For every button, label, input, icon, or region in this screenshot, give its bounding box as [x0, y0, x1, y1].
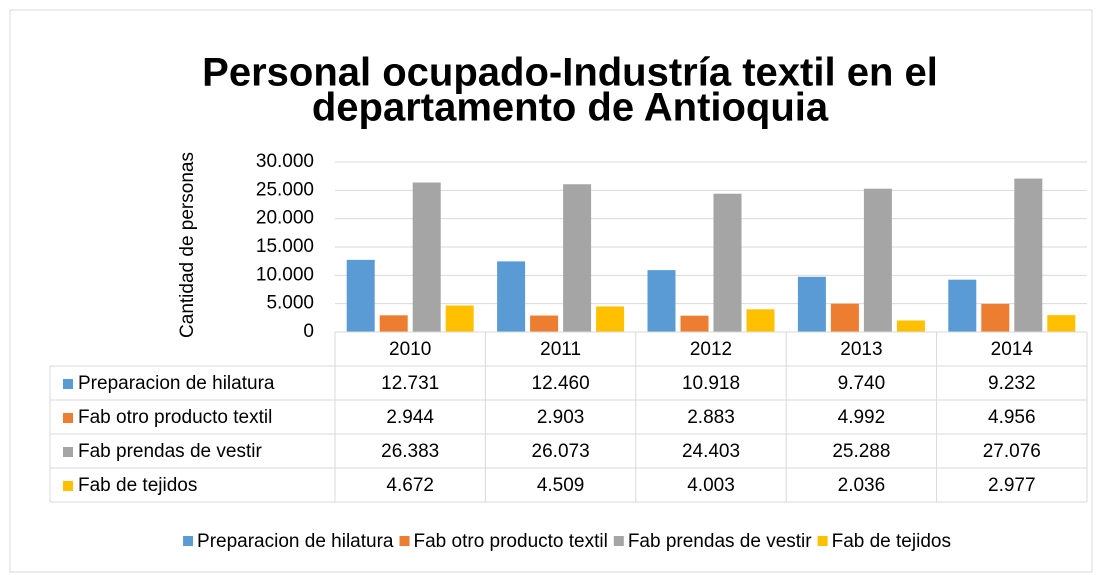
legend-key — [63, 447, 73, 457]
data-label: 4.672 — [386, 475, 434, 496]
legend-label: Fab otro producto textil — [414, 531, 608, 552]
bar — [680, 315, 709, 332]
legend-key — [183, 536, 194, 546]
y-tick-label: 0 — [303, 321, 314, 342]
legend-key — [63, 481, 73, 491]
data-label: 25.288 — [832, 441, 890, 462]
bar — [863, 188, 892, 332]
bar — [713, 193, 742, 332]
legend-key — [817, 536, 828, 546]
series-name: Fab otro producto textil — [78, 407, 272, 428]
legend-key — [613, 536, 624, 546]
data-label: 27.076 — [983, 441, 1041, 462]
bar — [896, 320, 925, 332]
data-label: 26.073 — [532, 441, 590, 462]
bar — [830, 303, 859, 332]
data-label: 4.992 — [838, 407, 886, 428]
x-tick-label: 2011 — [540, 339, 581, 360]
bar — [412, 182, 441, 332]
bar — [797, 276, 826, 332]
x-tick-label: 2013 — [840, 339, 882, 360]
y-tick-label: 30.000 — [256, 151, 314, 172]
data-label: 12.731 — [381, 373, 439, 394]
chart-title: departamento de Antioquia — [312, 86, 829, 130]
data-label: 2.944 — [386, 407, 434, 428]
data-label: 26.383 — [381, 441, 439, 462]
bar — [1014, 178, 1043, 332]
data-label: 9.740 — [838, 373, 886, 394]
bar — [647, 270, 676, 332]
y-tick-label: 5.000 — [266, 293, 314, 314]
bar — [346, 259, 375, 332]
data-label: 4.956 — [988, 407, 1036, 428]
series-name: Fab de tejidos — [78, 475, 197, 496]
data-label: 2.977 — [988, 475, 1036, 496]
data-label: 4.509 — [537, 475, 585, 496]
legend-label: Preparacion de hilatura — [197, 531, 394, 552]
legend-key — [63, 413, 73, 423]
x-tick-label: 2012 — [690, 339, 732, 360]
bar — [445, 305, 474, 332]
bar — [596, 306, 625, 332]
y-tick-label: 15.000 — [256, 236, 314, 257]
data-label: 2.883 — [687, 407, 735, 428]
bar — [948, 279, 977, 332]
bar — [530, 315, 559, 332]
y-tick-label: 10.000 — [256, 264, 314, 285]
chart-border — [9, 9, 1093, 573]
data-label: 2.036 — [838, 475, 886, 496]
legend-key — [399, 536, 410, 546]
legend-key — [63, 379, 73, 389]
series-name: Preparacion de hilatura — [78, 373, 275, 394]
data-label: 4.003 — [687, 475, 735, 496]
data-label: 2.903 — [537, 407, 585, 428]
y-axis-label: Cantidad de personas — [177, 152, 198, 338]
bar — [981, 303, 1010, 332]
series-name: Fab prendas de vestir — [78, 441, 262, 462]
data-label: 12.460 — [532, 373, 590, 394]
data-label: 9.232 — [988, 373, 1036, 394]
chart-title: Personal ocupado-Industría textil en el — [202, 51, 938, 95]
legend-label: Fab de tejidos — [832, 531, 951, 552]
y-tick-label: 20.000 — [256, 208, 314, 229]
data-label: 10.918 — [682, 373, 740, 394]
bar — [379, 315, 408, 332]
bar — [1047, 315, 1076, 332]
x-tick-label: 2014 — [991, 339, 1034, 360]
bar — [497, 261, 526, 332]
data-label: 24.403 — [682, 441, 740, 462]
x-tick-label: 2010 — [389, 339, 431, 360]
bar — [746, 309, 775, 332]
bar — [563, 184, 592, 332]
y-tick-label: 25.000 — [256, 179, 314, 200]
legend-label: Fab prendas de vestir — [628, 531, 812, 552]
